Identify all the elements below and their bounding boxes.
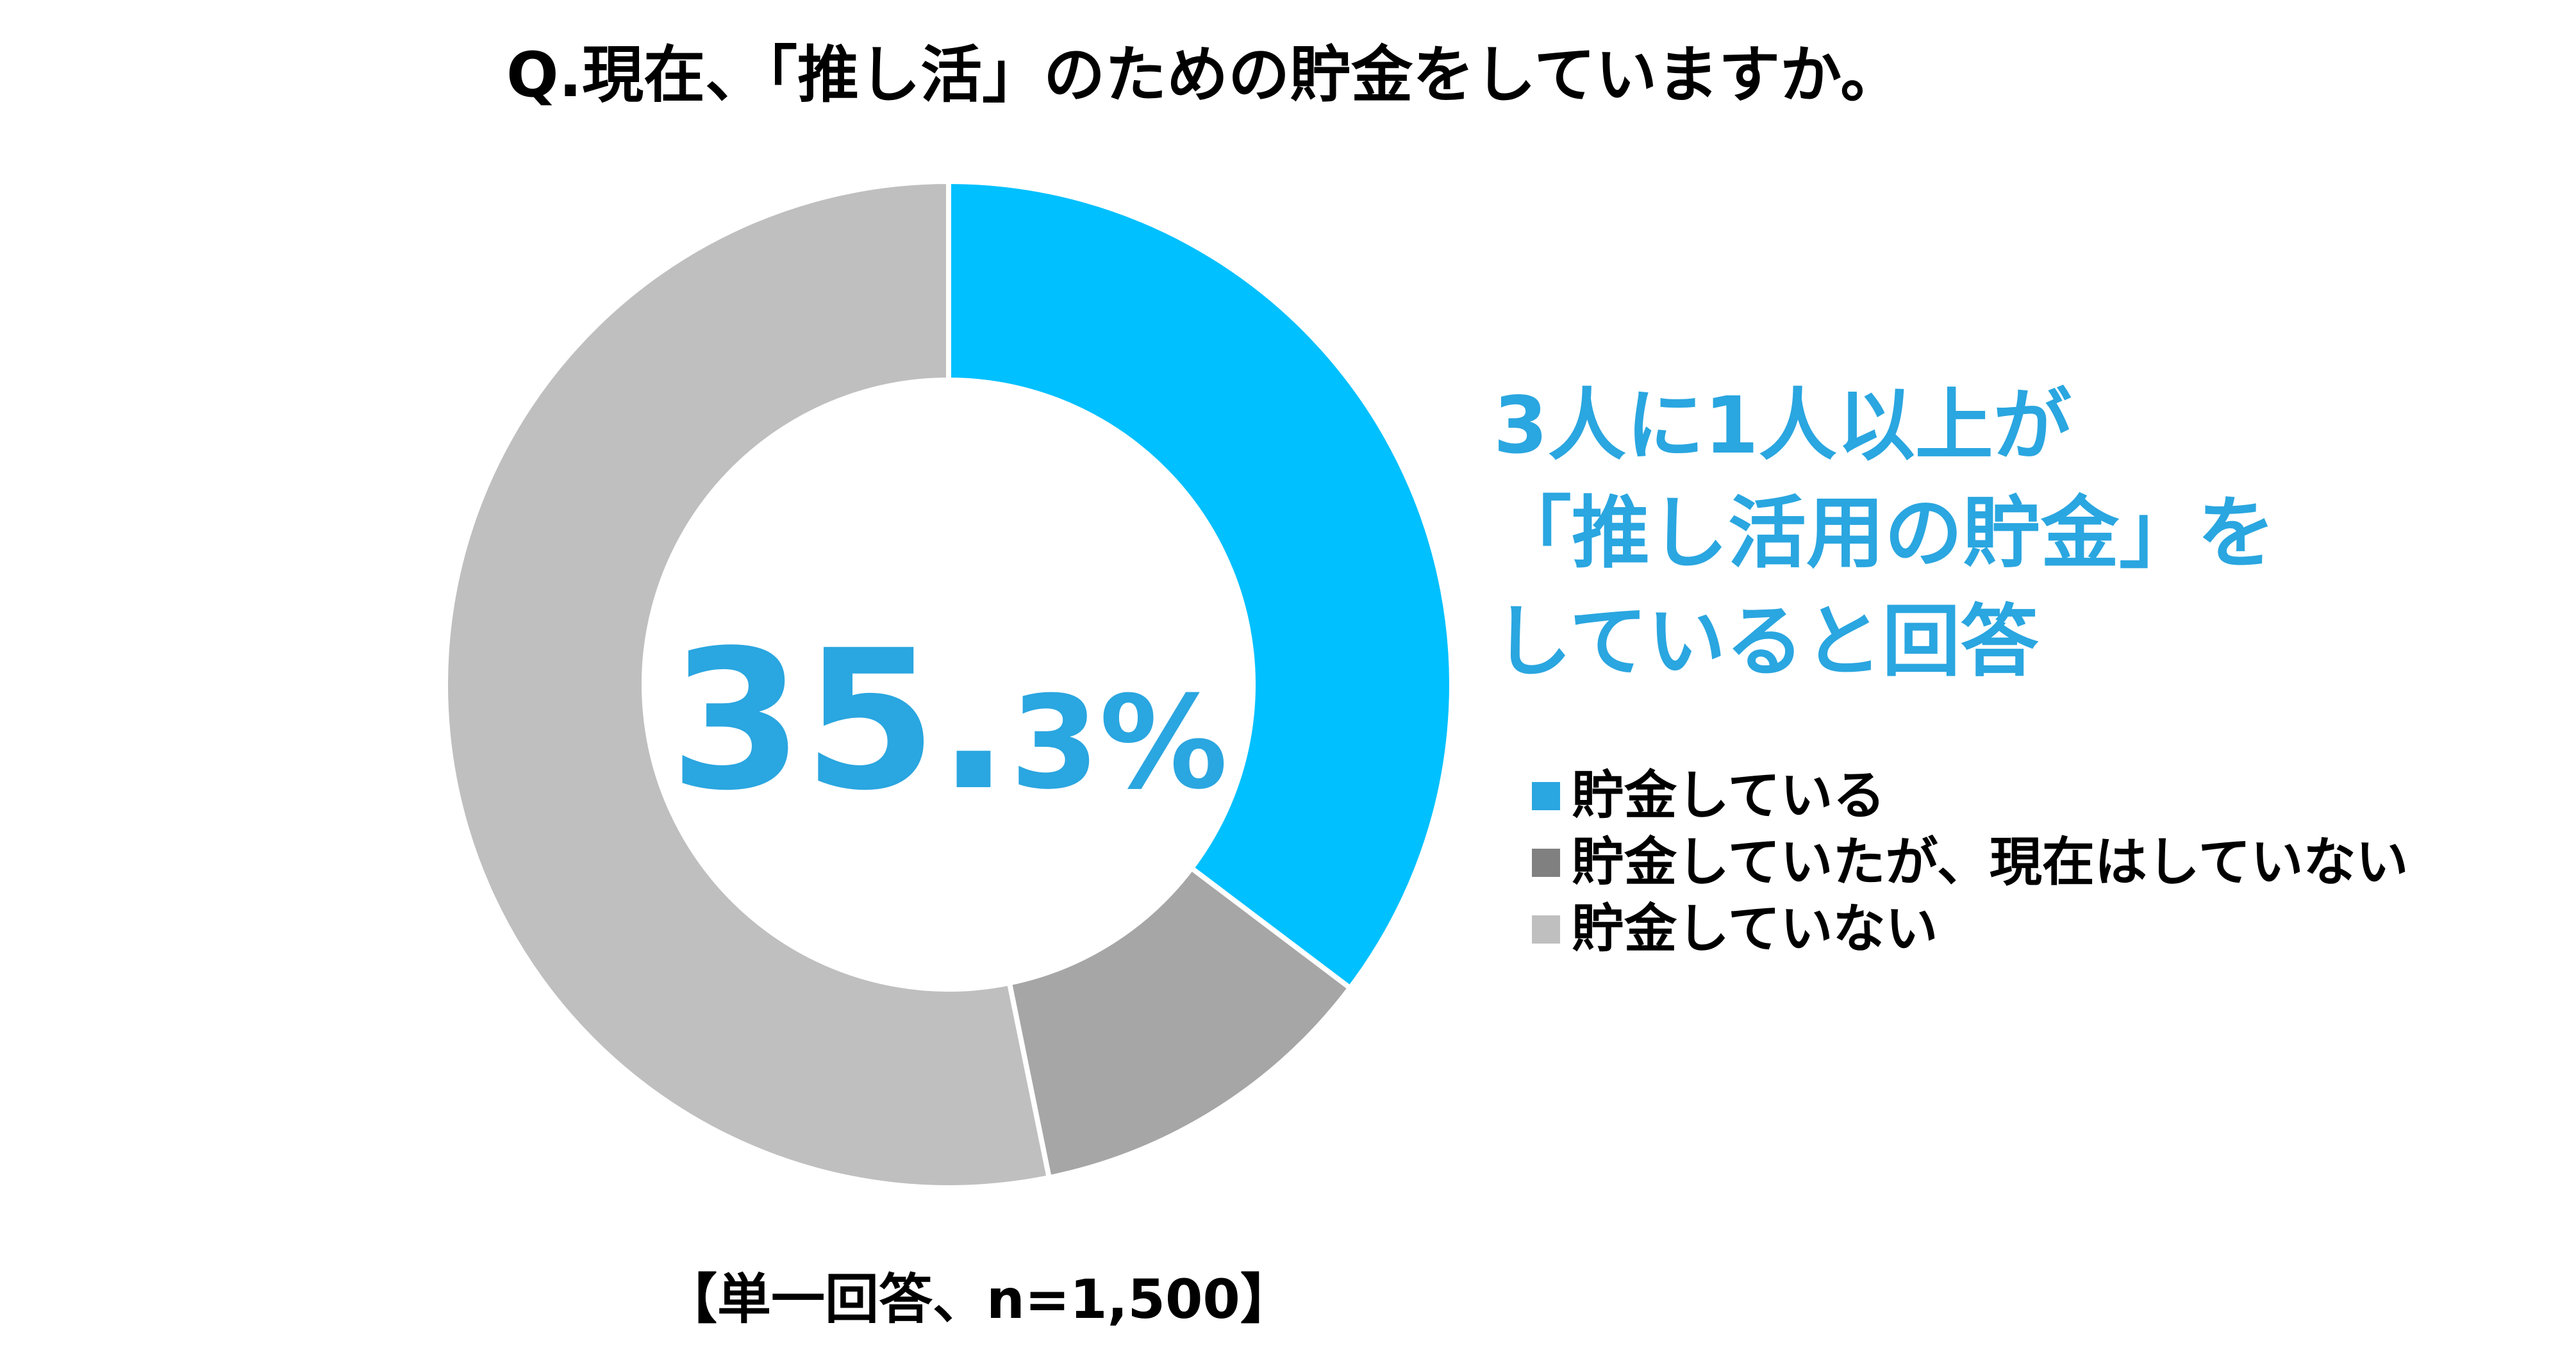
legend-label: 貯金していない <box>1572 899 1938 960</box>
slice-stopped <box>1006 864 1354 1181</box>
slice-not-saving <box>443 178 1052 1190</box>
legend-item-stopped: 貯金していたが、現在はしていない <box>1532 829 2408 896</box>
callout-text: 3人に1人以上が 「推し活用の貯金」を していると回答 <box>1493 372 2275 695</box>
center-percentage: 35.3% <box>669 625 1227 817</box>
legend-label: 貯金していたが、現在はしていない <box>1572 832 2409 894</box>
sample-note: 【単一回答、n=1,500】 <box>663 1268 1294 1331</box>
chart-title: Q.現在、「推し活」のための貯金をしていますか。 <box>506 39 1902 111</box>
legend-label: 貯金している <box>1572 765 1886 826</box>
legend-item-not-saving: 貯金していない <box>1532 896 2408 963</box>
center-percentage-integer: 35. <box>669 609 1010 833</box>
callout-line: 「推し活用の貯金」を <box>1493 488 2275 579</box>
callout-line: していると回答 <box>1493 595 2039 687</box>
legend-swatch <box>1532 782 1560 811</box>
center-percentage-decimal: 3% <box>1010 669 1228 818</box>
slice-saving <box>946 178 1454 992</box>
callout-line: 3人に1人以上が <box>1493 380 2072 471</box>
legend-swatch <box>1532 915 1560 944</box>
legend-swatch <box>1532 849 1560 878</box>
legend-item-saving: 貯金している <box>1532 763 2408 829</box>
legend: 貯金している 貯金していたが、現在はしていない 貯金していない <box>1532 763 2408 963</box>
